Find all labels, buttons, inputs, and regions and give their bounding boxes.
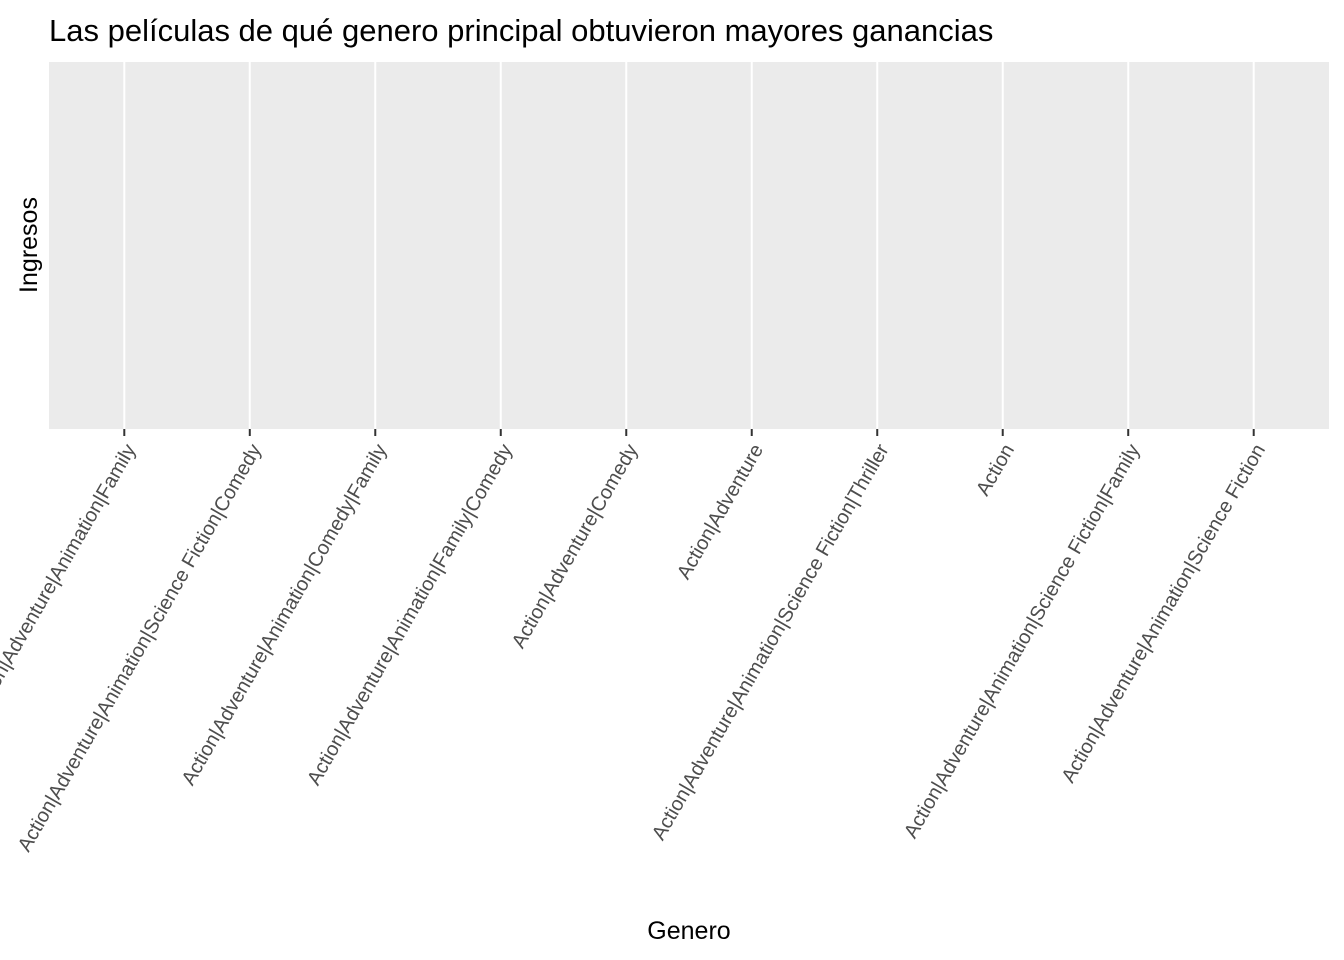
x-tick-label: Action|Adventure [673, 441, 768, 584]
x-tick-label: Action|Adventure|Animation|Science Ficti… [14, 441, 266, 856]
x-tick-label: Action|Adventure|Animation|Comedy|Family [178, 441, 392, 790]
chart-title: Las películas de qué genero principal ob… [49, 13, 993, 48]
x-tick-label: Action|Adventure|Animation|Science Ficti… [648, 440, 894, 844]
x-tick-label: Action|Adventure|Animation|Family|Comedy [303, 441, 517, 790]
x-tick-label: Action [972, 441, 1019, 500]
x-axis-title: Genero [647, 917, 730, 945]
panel [49, 62, 1329, 429]
x-tick-label: Action|Adventure|Animation|Science Ficti… [1058, 441, 1271, 787]
x-tick-label: Action|Adventure|Animation|Science Ficti… [900, 441, 1145, 843]
y-axis-title: Ingresos [15, 197, 43, 293]
x-tick-label: Action|Adventure|Comedy [508, 441, 643, 653]
